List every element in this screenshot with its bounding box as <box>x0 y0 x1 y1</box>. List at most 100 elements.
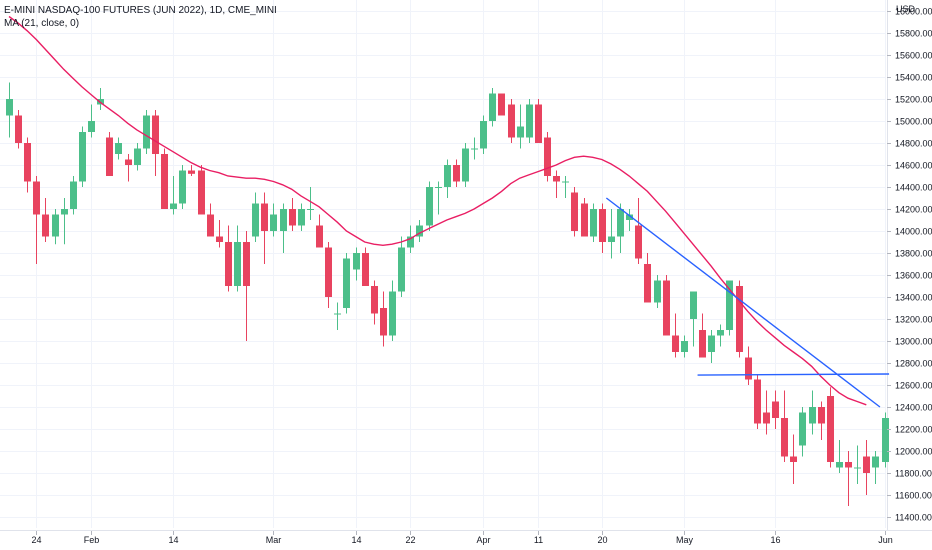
candle[interactable] <box>42 198 49 242</box>
candle[interactable] <box>243 231 250 341</box>
trend-line[interactable] <box>605 197 881 408</box>
candle[interactable] <box>216 220 223 248</box>
candle[interactable] <box>289 198 296 231</box>
candle[interactable] <box>663 275 670 336</box>
candle[interactable] <box>225 225 232 292</box>
candle[interactable] <box>799 407 806 457</box>
candle[interactable] <box>88 104 95 138</box>
candle[interactable] <box>416 220 423 242</box>
candle[interactable] <box>270 203 277 237</box>
candle[interactable] <box>15 110 22 149</box>
candle[interactable] <box>134 143 141 171</box>
candle[interactable] <box>444 159 451 199</box>
candle[interactable] <box>24 137 31 193</box>
candle[interactable] <box>854 445 861 485</box>
candle[interactable] <box>790 434 797 485</box>
candle[interactable] <box>106 132 113 176</box>
candle[interactable] <box>115 137 122 160</box>
candle[interactable] <box>298 203 305 232</box>
candle[interactable] <box>517 104 524 149</box>
candle[interactable] <box>872 451 879 484</box>
candle[interactable] <box>426 181 433 232</box>
candle[interactable] <box>125 154 132 182</box>
candle[interactable] <box>161 148 168 210</box>
candle[interactable] <box>699 313 706 358</box>
candle[interactable] <box>198 165 205 215</box>
candle[interactable] <box>708 330 715 363</box>
candle[interactable] <box>97 88 104 110</box>
candle[interactable] <box>562 176 569 198</box>
candle[interactable] <box>882 412 889 468</box>
candle[interactable] <box>809 390 816 435</box>
candle[interactable] <box>70 176 77 215</box>
candle[interactable] <box>79 126 86 188</box>
trend-line[interactable] <box>697 373 890 376</box>
candle[interactable] <box>179 165 186 209</box>
candle[interactable] <box>681 335 688 358</box>
candle[interactable] <box>672 313 679 358</box>
candle[interactable] <box>325 242 332 308</box>
candle[interactable] <box>261 192 268 265</box>
candle[interactable] <box>781 390 788 463</box>
candle[interactable] <box>599 203 606 254</box>
candle[interactable] <box>362 247 369 287</box>
candle[interactable] <box>818 401 825 441</box>
candle[interactable] <box>553 170 560 199</box>
candle[interactable] <box>353 247 360 281</box>
candle[interactable] <box>845 451 852 506</box>
candle[interactable] <box>188 165 195 176</box>
candle[interactable] <box>234 225 241 292</box>
candle[interactable] <box>581 198 588 237</box>
candle[interactable] <box>343 253 350 314</box>
candle[interactable] <box>608 209 615 259</box>
candle[interactable] <box>863 440 870 495</box>
candle[interactable] <box>690 291 697 347</box>
candle[interactable] <box>535 99 542 143</box>
candle[interactable] <box>462 143 469 187</box>
symbol-title[interactable]: E-MINI NASDAQ-100 FUTURES (JUN 2022), 1D… <box>4 5 277 16</box>
candle[interactable] <box>471 137 478 160</box>
candle[interactable] <box>435 181 442 215</box>
time-axis[interactable]: 24 Feb 14 Mar 14 22 Apr 11 20 May 16 Jun <box>31 531 893 545</box>
candle[interactable] <box>745 346 752 386</box>
trend-lines[interactable] <box>605 197 890 408</box>
candle[interactable] <box>170 176 177 215</box>
candle[interactable] <box>617 203 624 254</box>
candle[interactable] <box>772 390 779 430</box>
candle[interactable] <box>61 198 68 245</box>
candle[interactable] <box>33 176 40 264</box>
candle[interactable] <box>6 82 13 138</box>
candle[interactable] <box>836 440 843 473</box>
candle[interactable] <box>526 99 533 143</box>
candle[interactable] <box>307 187 314 220</box>
candle[interactable] <box>480 115 487 155</box>
candle[interactable] <box>635 198 642 264</box>
candle[interactable] <box>207 203 214 237</box>
candle[interactable] <box>489 88 496 127</box>
candle[interactable] <box>590 203 597 243</box>
candle[interactable] <box>380 291 387 347</box>
candle[interactable] <box>498 93 505 116</box>
candle[interactable] <box>371 280 378 325</box>
candle[interactable] <box>654 275 661 308</box>
candle[interactable] <box>453 159 460 188</box>
candle[interactable] <box>316 214 323 248</box>
candle[interactable] <box>827 387 834 468</box>
price-axis[interactable]: 16000.00 15800.00 15600.00 15400.00 15200.00… <box>887 7 932 523</box>
candle[interactable] <box>717 324 724 347</box>
candle[interactable] <box>398 236 405 298</box>
candle[interactable] <box>644 253 651 303</box>
candle[interactable] <box>52 209 59 245</box>
candle[interactable] <box>389 280 396 342</box>
indicator-label[interactable]: MA (21, close, 0) <box>4 18 80 29</box>
candle[interactable] <box>280 203 287 254</box>
candle[interactable] <box>763 390 770 435</box>
candle[interactable] <box>143 110 150 154</box>
candle[interactable] <box>544 132 551 182</box>
candle[interactable] <box>571 187 578 237</box>
candle[interactable] <box>252 192 259 243</box>
candle[interactable] <box>626 209 633 231</box>
candle[interactable] <box>152 110 159 176</box>
candle[interactable] <box>754 374 761 429</box>
